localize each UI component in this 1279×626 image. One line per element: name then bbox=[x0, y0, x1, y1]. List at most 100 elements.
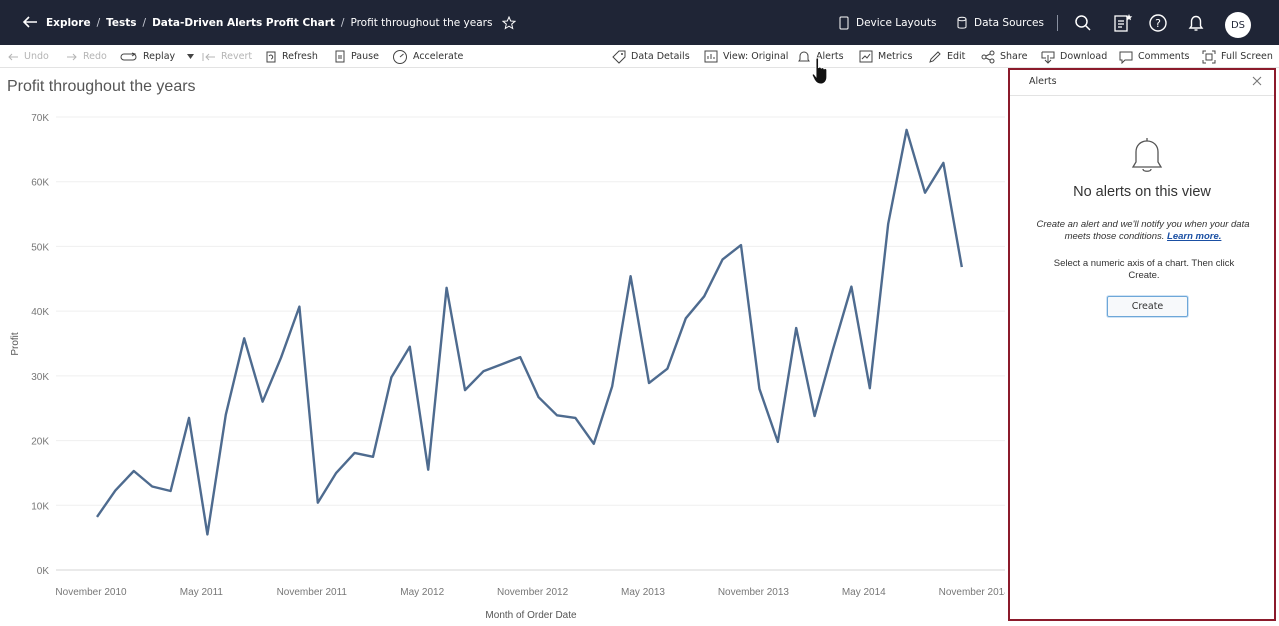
data-details-label: Data Details bbox=[631, 51, 690, 62]
undo-label: Undo bbox=[24, 51, 49, 62]
breadcrumb-view: Profit throughout the years bbox=[350, 17, 493, 29]
alerts-panel: Alerts No alerts on this view Create an … bbox=[1008, 68, 1276, 621]
share-icon bbox=[981, 50, 995, 63]
learn-more-link[interactable]: Learn more. bbox=[1167, 231, 1222, 242]
share-label: Share bbox=[1000, 51, 1028, 62]
chart-title: Profit throughout the years bbox=[7, 78, 196, 95]
bell-icon bbox=[1131, 138, 1163, 172]
breadcrumb-separator: / bbox=[142, 17, 147, 29]
alerts-button[interactable]: Alerts bbox=[797, 45, 844, 68]
chevron-down-icon[interactable] bbox=[187, 54, 195, 59]
x-axis-label: Month of Order Date bbox=[485, 610, 577, 621]
y-axis-label: Profit bbox=[10, 332, 21, 356]
arrow-left-icon bbox=[8, 53, 18, 60]
back-arrow-icon[interactable] bbox=[21, 13, 39, 31]
redo-label: Redo bbox=[83, 51, 107, 62]
divider bbox=[1057, 15, 1058, 31]
data-sources-button[interactable]: Data Sources bbox=[956, 0, 1044, 45]
search-icon[interactable] bbox=[1073, 13, 1093, 33]
x-tick-label: November 2013 bbox=[718, 587, 790, 598]
notifications-bell-icon[interactable] bbox=[1186, 13, 1206, 33]
y-tick-label: 70K bbox=[31, 113, 49, 124]
download-button[interactable]: Download bbox=[1041, 45, 1107, 68]
full-screen-label: Full Screen bbox=[1221, 51, 1273, 62]
favorites-list-icon[interactable] bbox=[1113, 13, 1133, 33]
comment-icon bbox=[1119, 51, 1133, 64]
view-original-label: View: Original bbox=[723, 51, 789, 62]
no-alerts-heading: No alerts on this view bbox=[1073, 184, 1211, 200]
metrics-label: Metrics bbox=[878, 51, 913, 62]
arrow-right-icon bbox=[67, 53, 77, 60]
alerts-label: Alerts bbox=[816, 51, 844, 62]
top-bar: Explore / Tests / Data-Driven Alerts Pro… bbox=[0, 0, 1279, 45]
x-tick-label: May 2011 bbox=[180, 587, 224, 598]
create-alert-button[interactable]: Create bbox=[1107, 296, 1188, 317]
x-tick-label: May 2014 bbox=[842, 587, 886, 598]
revert-label: Revert bbox=[221, 51, 253, 62]
x-tick-label: May 2013 bbox=[621, 587, 665, 598]
redo-button[interactable]: Redo bbox=[66, 45, 107, 68]
avatar[interactable]: DS bbox=[1225, 12, 1251, 38]
x-tick-label: November 2011 bbox=[277, 587, 348, 598]
alerts-description: Create an alert and we'll notify you whe… bbox=[1032, 219, 1254, 243]
breadcrumb-workbook[interactable]: Data-Driven Alerts Profit Chart bbox=[152, 17, 335, 29]
y-tick-label: 40K bbox=[31, 307, 49, 318]
metrics-button[interactable]: Metrics bbox=[859, 45, 912, 68]
refresh-label: Refresh bbox=[282, 51, 318, 62]
revert-icon bbox=[202, 52, 215, 61]
y-tick-label: 60K bbox=[31, 178, 49, 189]
x-axis[interactable]: November 2010 May 2011 November 2011 May 20… bbox=[55, 587, 1005, 598]
breadcrumb: Explore / Tests / Data-Driven Alerts Pro… bbox=[46, 16, 517, 30]
close-icon[interactable] bbox=[1252, 76, 1262, 86]
full-screen-icon bbox=[1202, 50, 1216, 63]
replay-button[interactable]: Replay bbox=[120, 45, 199, 68]
download-label: Download bbox=[1060, 51, 1108, 62]
share-button[interactable]: Share bbox=[981, 45, 1027, 68]
alerts-panel-header: Alerts bbox=[1010, 70, 1274, 96]
replay-icon bbox=[120, 52, 137, 60]
data-sources-label: Data Sources bbox=[974, 16, 1044, 29]
y-tick-label: 50K bbox=[31, 242, 49, 253]
y-axis[interactable]: 0K 10K 20K 30K 40K 50K 60K 70K bbox=[31, 113, 49, 577]
breadcrumb-explore[interactable]: Explore bbox=[46, 17, 91, 29]
comments-label: Comments bbox=[1138, 51, 1190, 62]
replay-label: Replay bbox=[143, 51, 176, 62]
hand-cursor-icon bbox=[811, 57, 828, 85]
pause-label: Pause bbox=[351, 51, 379, 62]
pause-icon bbox=[335, 50, 345, 63]
favorite-star-icon[interactable] bbox=[502, 16, 517, 30]
undo-button[interactable]: Undo bbox=[7, 45, 49, 68]
metrics-icon bbox=[859, 50, 873, 63]
refresh-button[interactable]: Refresh bbox=[265, 45, 318, 68]
device-layouts-button[interactable]: Device Layouts bbox=[838, 0, 936, 45]
breadcrumb-separator: / bbox=[96, 17, 101, 29]
accelerate-gauge-icon bbox=[393, 49, 407, 64]
x-tick-label: November 2010 bbox=[55, 587, 127, 598]
profit-line-chart[interactable]: 0K 10K 20K 30K 40K 50K 60K 70K November 2010 May… bbox=[0, 100, 1005, 626]
revert-button[interactable]: Revert bbox=[202, 45, 252, 68]
help-icon[interactable]: ? bbox=[1148, 13, 1168, 33]
refresh-icon bbox=[266, 51, 276, 63]
alerts-panel-title: Alerts bbox=[1029, 76, 1057, 87]
gridlines bbox=[56, 116, 1005, 571]
pause-button[interactable]: Pause bbox=[334, 45, 379, 68]
breadcrumb-tests[interactable]: Tests bbox=[106, 17, 137, 29]
view-original-button[interactable]: View: Original bbox=[704, 45, 788, 68]
x-tick-label: May 2012 bbox=[400, 587, 444, 598]
view-chart-icon bbox=[704, 50, 718, 63]
data-details-button[interactable]: Data Details bbox=[612, 45, 690, 68]
y-tick-label: 30K bbox=[31, 372, 49, 383]
alerts-description-text: Create an alert and we'll notify you whe… bbox=[1036, 219, 1250, 242]
breadcrumb-separator: / bbox=[340, 17, 345, 29]
comments-button[interactable]: Comments bbox=[1119, 45, 1190, 68]
x-tick-label: November 2012 bbox=[497, 587, 569, 598]
profit-series-line[interactable] bbox=[96, 128, 963, 536]
alerts-instruction: Select a numeric axis of a chart. Then c… bbox=[1053, 258, 1235, 281]
full-screen-button[interactable]: Full Screen bbox=[1202, 45, 1273, 68]
pencil-icon bbox=[929, 50, 941, 63]
download-icon bbox=[1041, 51, 1055, 64]
database-icon bbox=[957, 16, 967, 29]
edit-button[interactable]: Edit bbox=[928, 45, 965, 68]
y-tick-label: 0K bbox=[37, 566, 50, 577]
accelerate-button[interactable]: Accelerate bbox=[392, 45, 463, 68]
